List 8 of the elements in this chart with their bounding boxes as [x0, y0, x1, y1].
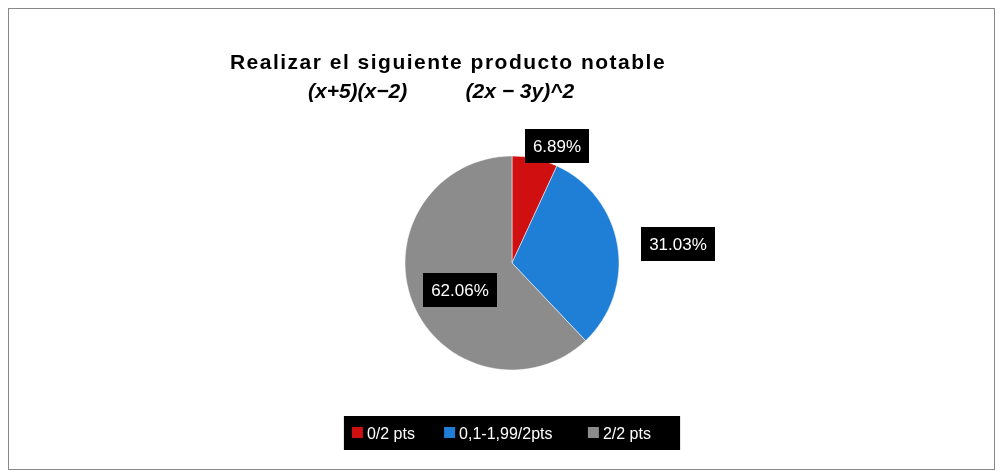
chart-subtitle: (x+5)(x−2) (2x − 3y)^2 [308, 79, 575, 102]
legend-label: 0/2 pts [366, 425, 415, 442]
legend-label: 0,1-1,99/2pts [459, 425, 553, 442]
data-label: 6.89% [532, 137, 582, 156]
legend-label: 2/2 pts [602, 425, 651, 442]
data-label: 31.03% [649, 235, 707, 254]
data-label: 62.06% [431, 281, 489, 300]
chart-title: Realizar el siguiente producto notable [229, 50, 667, 73]
